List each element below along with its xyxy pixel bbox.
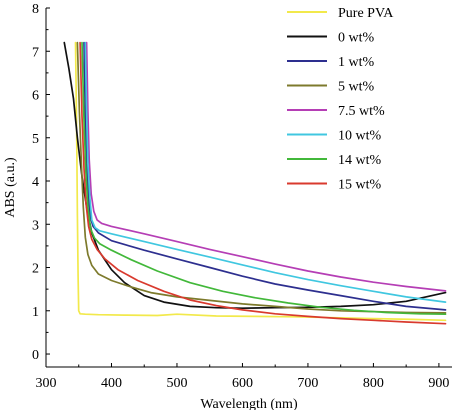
series-line-0-wt — [63, 41, 447, 310]
x-tick-label: 800 — [363, 376, 384, 391]
legend-label: 7.5 wt% — [338, 104, 385, 119]
series-line-1-wt — [83, 41, 447, 311]
legend-label: 14 wt% — [338, 153, 382, 168]
x-tick-label: 700 — [297, 376, 318, 391]
x-tick-label: 400 — [101, 376, 122, 391]
legend-label: 5 wt% — [338, 80, 375, 95]
series-line-14-wt — [81, 41, 447, 316]
y-tick-label: 0 — [32, 348, 39, 363]
y-axis-label: ABS (a.u.) — [3, 157, 18, 218]
y-tick-label: 1 — [32, 305, 39, 320]
series-line-15-wt — [79, 41, 447, 325]
x-tick-label: 500 — [166, 376, 187, 391]
x-tick-label: 900 — [428, 376, 449, 391]
legend-label: 0 wt% — [338, 31, 375, 46]
axes: 0 1 2 3 4 5 6 7 8 300 400 500 600 700 800 900 — [32, 2, 452, 391]
series-line-5-wt — [76, 41, 447, 314]
series-line-7-5-wt — [85, 41, 447, 292]
series-line-10-wt — [84, 41, 447, 303]
y-tick-label: 8 — [32, 2, 39, 17]
y-tick-label: 4 — [32, 175, 39, 190]
y-tick-label: 5 — [32, 132, 39, 147]
plot-area — [63, 41, 447, 325]
legend-label: 10 wt% — [338, 129, 382, 144]
legend-label: 15 wt% — [338, 178, 382, 193]
series-line-pure-pva — [74, 41, 447, 322]
legend-label: 1 wt% — [338, 55, 375, 70]
x-tick-label: 600 — [232, 376, 253, 391]
y-tick-label: 6 — [32, 89, 39, 104]
legend-label: Pure PVA — [338, 6, 394, 21]
x-tick-label: 300 — [36, 376, 57, 391]
y-tick-label: 2 — [32, 262, 39, 277]
legend: Pure PVA 0 wt% 1 wt% 5 wt% 7.5 wt% 10 wt% 14 w… — [287, 6, 394, 193]
x-axis-label: Wavelength (nm) — [200, 397, 298, 410]
y-tick-label: 3 — [32, 218, 39, 233]
y-tick-label: 7 — [32, 45, 39, 60]
